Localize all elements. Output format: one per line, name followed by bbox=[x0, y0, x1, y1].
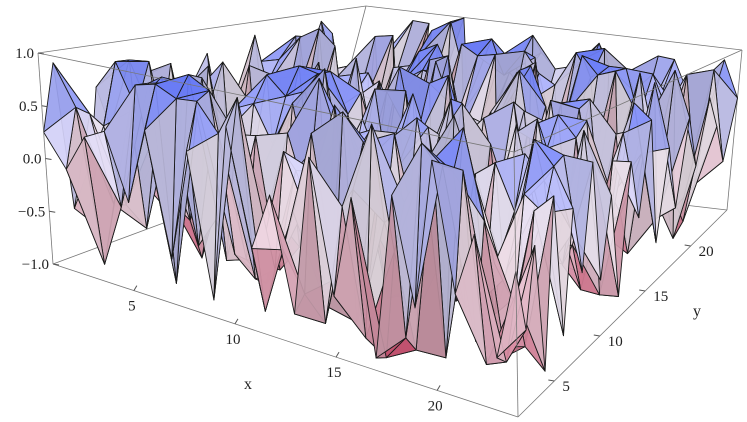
x-tick bbox=[133, 285, 138, 291]
box-edge bbox=[513, 49, 743, 153]
z-tick bbox=[37, 52, 45, 55]
y-tick-label: 10 bbox=[608, 334, 623, 350]
surface-facet bbox=[65, 136, 106, 265]
y-tick bbox=[548, 379, 555, 382]
surface-facet bbox=[185, 133, 219, 301]
box-edge bbox=[513, 151, 519, 418]
box-edge bbox=[726, 49, 743, 211]
surface-facet bbox=[496, 270, 527, 359]
surface-facet bbox=[308, 156, 343, 297]
z-tick-label: −1.0 bbox=[22, 257, 49, 273]
z-tick bbox=[41, 105, 48, 108]
y-tick bbox=[639, 289, 646, 292]
x-tick-label: 5 bbox=[128, 299, 136, 315]
surface-facet bbox=[333, 197, 367, 339]
box-edge bbox=[365, 5, 743, 51]
x-tick-label: 20 bbox=[428, 398, 443, 414]
surface-facet bbox=[225, 126, 266, 312]
x-tick-label: 10 bbox=[225, 332, 240, 348]
surface-facet bbox=[454, 234, 487, 365]
x-tick bbox=[436, 385, 441, 391]
surface-facet bbox=[350, 197, 387, 359]
z-tick bbox=[49, 210, 56, 213]
z-tick bbox=[52, 263, 60, 266]
surface-mesh bbox=[43, 17, 738, 372]
box-edge bbox=[37, 5, 367, 54]
bounding-box-front bbox=[37, 49, 743, 418]
z-tick-label: 1.0 bbox=[15, 46, 34, 62]
surface-facet bbox=[213, 97, 238, 301]
surface-facet bbox=[128, 83, 156, 203]
box-edge bbox=[52, 263, 519, 418]
surface-facet bbox=[103, 84, 136, 203]
x-tick bbox=[234, 318, 239, 325]
surface-facet bbox=[375, 194, 407, 359]
y-tick-label: 15 bbox=[653, 289, 668, 305]
x-tick bbox=[335, 351, 340, 358]
surface-facet bbox=[431, 159, 464, 295]
surface-facet bbox=[144, 98, 177, 260]
y-tick bbox=[593, 334, 600, 337]
surface-facet bbox=[391, 142, 423, 309]
z-tick-label: 0.5 bbox=[19, 99, 38, 115]
x-axis: 5 10 15 20 bbox=[128, 285, 443, 414]
surface-facet bbox=[473, 234, 507, 363]
y-axis: 5 10 15 20 bbox=[548, 244, 714, 395]
surface-facet bbox=[294, 156, 326, 324]
y-tick-label: 5 bbox=[562, 379, 570, 395]
surface-facet bbox=[43, 106, 77, 170]
box-edge bbox=[37, 52, 515, 153]
z-tick-label: −0.5 bbox=[18, 204, 45, 220]
y-axis-label: y bbox=[693, 303, 701, 320]
x-axis-label: x bbox=[244, 376, 252, 393]
box-edge bbox=[517, 209, 728, 418]
surface-facet bbox=[83, 130, 122, 208]
z-tick-label: 0.0 bbox=[23, 152, 42, 168]
z-tick bbox=[45, 158, 52, 160]
surface-facet bbox=[171, 100, 198, 260]
y-tick-label: 20 bbox=[699, 244, 714, 260]
x-tick-label: 15 bbox=[327, 365, 342, 381]
y-tick bbox=[684, 244, 691, 247]
z-axis: −1.0 −0.5 0.0 0.5 1.0 bbox=[15, 46, 60, 273]
